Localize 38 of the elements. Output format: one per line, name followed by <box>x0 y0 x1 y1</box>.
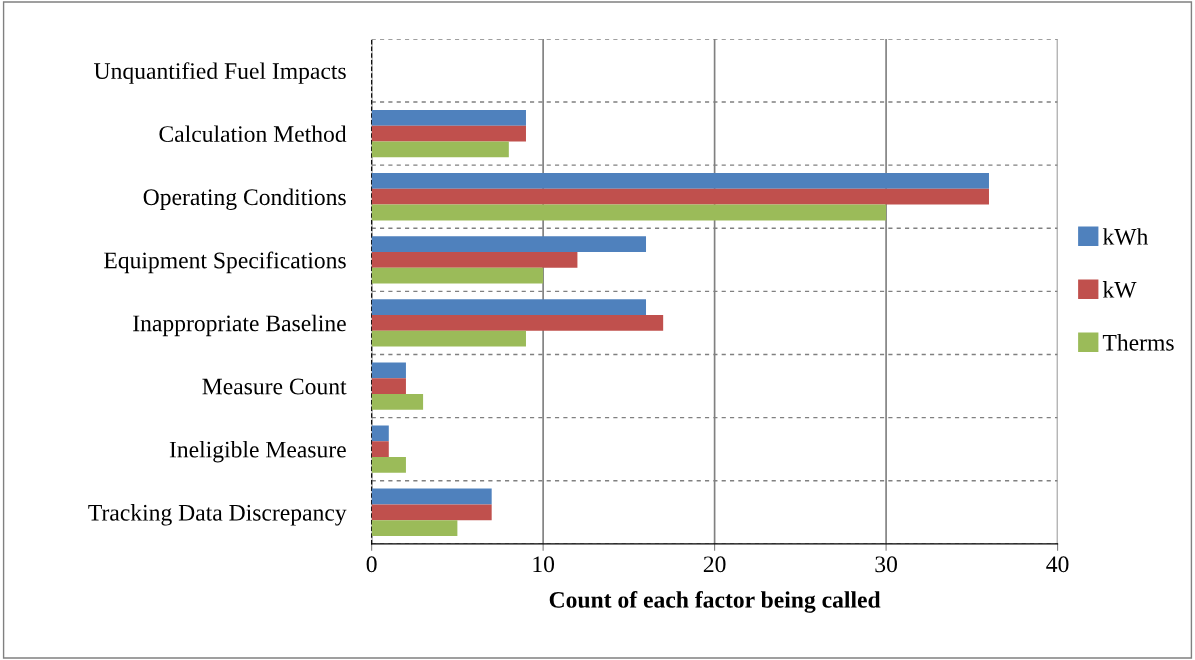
y-tick-label: Inappropriate Baseline <box>133 314 346 337</box>
legend-label: kWh <box>1102 228 1149 245</box>
bar <box>371 173 989 189</box>
bar <box>371 236 647 252</box>
x-tick-label: 0 <box>366 556 377 573</box>
bar <box>371 141 509 158</box>
bar <box>371 393 424 410</box>
bar <box>371 520 458 536</box>
bar <box>371 251 578 268</box>
legend-label: Therms <box>1102 334 1174 351</box>
y-tick-label: Tracking Data Discrepancy <box>88 504 347 526</box>
bar <box>371 457 406 473</box>
y-tick-label: Equipment Specifications <box>104 251 346 274</box>
bar <box>371 362 406 379</box>
bar <box>371 299 647 316</box>
bar <box>371 504 492 521</box>
y-tick-label: Unquantified Fuel Impacts <box>94 62 346 84</box>
y-tick-label: Operating Conditions <box>143 188 346 211</box>
bar <box>371 267 544 284</box>
bar <box>371 125 526 142</box>
bar <box>371 488 492 505</box>
y-tick-label: Measure Count <box>202 378 347 395</box>
x-tick-label: 20 <box>703 556 726 573</box>
bar <box>371 188 989 205</box>
x-tick-label: 10 <box>533 556 555 573</box>
x-axis-title: Count of each factor being called <box>549 590 881 613</box>
legend-label: kW <box>1102 281 1137 298</box>
y-tick-label: Ineligible Measure <box>169 440 346 463</box>
bar <box>371 315 664 331</box>
bar <box>371 109 526 126</box>
bar <box>371 378 406 394</box>
x-tick-label: 30 <box>875 556 897 573</box>
bar <box>371 204 887 221</box>
bar <box>371 441 389 458</box>
bar <box>371 330 526 347</box>
bar <box>371 425 389 442</box>
x-tick-label: 40 <box>1046 556 1069 573</box>
y-tick-label: Calculation Method <box>159 125 347 143</box>
